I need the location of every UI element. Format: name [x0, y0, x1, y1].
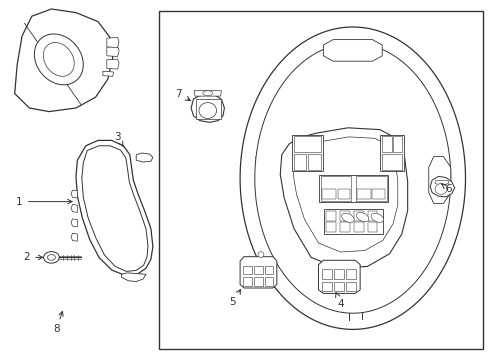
- Bar: [326, 222, 336, 232]
- Polygon shape: [71, 204, 77, 212]
- Bar: [308, 154, 321, 170]
- Bar: [292, 135, 323, 171]
- Bar: [326, 211, 336, 221]
- Bar: [356, 176, 387, 201]
- Bar: [265, 277, 273, 286]
- Bar: [368, 211, 377, 221]
- Text: 8: 8: [53, 311, 63, 334]
- Bar: [254, 266, 263, 274]
- Bar: [382, 154, 402, 170]
- Bar: [346, 269, 356, 279]
- Polygon shape: [318, 260, 360, 293]
- Ellipse shape: [203, 91, 213, 96]
- Polygon shape: [76, 140, 153, 275]
- Ellipse shape: [34, 34, 83, 85]
- Ellipse shape: [371, 213, 384, 222]
- Polygon shape: [15, 9, 113, 112]
- Polygon shape: [107, 37, 119, 48]
- Bar: [265, 266, 273, 274]
- Bar: [243, 266, 252, 274]
- Polygon shape: [136, 153, 153, 162]
- Ellipse shape: [356, 212, 369, 222]
- Polygon shape: [240, 27, 466, 329]
- Bar: [321, 176, 351, 201]
- Polygon shape: [435, 181, 448, 184]
- Bar: [324, 209, 383, 234]
- Polygon shape: [71, 233, 77, 241]
- Text: 3: 3: [114, 132, 123, 147]
- Bar: [346, 282, 356, 291]
- Text: 5: 5: [229, 289, 241, 307]
- Bar: [382, 136, 392, 152]
- Polygon shape: [323, 40, 382, 61]
- Polygon shape: [430, 176, 455, 197]
- Polygon shape: [280, 128, 408, 268]
- Bar: [357, 189, 371, 199]
- Bar: [340, 211, 350, 221]
- Polygon shape: [191, 94, 224, 122]
- Bar: [254, 277, 263, 286]
- Polygon shape: [429, 157, 451, 203]
- Bar: [243, 277, 252, 286]
- Polygon shape: [240, 257, 277, 288]
- Polygon shape: [103, 71, 114, 76]
- Bar: [294, 136, 321, 152]
- Ellipse shape: [435, 184, 447, 194]
- Bar: [196, 99, 221, 119]
- Bar: [380, 135, 404, 171]
- Bar: [322, 282, 332, 291]
- Polygon shape: [107, 59, 119, 69]
- Bar: [294, 154, 306, 170]
- Text: 4: 4: [336, 293, 344, 309]
- Bar: [368, 222, 377, 232]
- Ellipse shape: [43, 42, 74, 76]
- Polygon shape: [107, 46, 119, 57]
- Polygon shape: [71, 190, 77, 198]
- Polygon shape: [255, 43, 451, 313]
- Bar: [334, 269, 344, 279]
- Bar: [340, 222, 350, 232]
- Text: 6: 6: [442, 184, 452, 194]
- Bar: [354, 222, 364, 232]
- Ellipse shape: [258, 252, 264, 257]
- Bar: [372, 189, 385, 199]
- Bar: [393, 136, 402, 152]
- Ellipse shape: [199, 103, 217, 118]
- Polygon shape: [294, 137, 398, 252]
- Bar: [322, 269, 332, 279]
- Text: 7: 7: [175, 89, 190, 100]
- Bar: [334, 282, 344, 291]
- Polygon shape: [71, 219, 77, 227]
- Polygon shape: [82, 146, 148, 271]
- Ellipse shape: [44, 252, 59, 263]
- Ellipse shape: [342, 213, 354, 222]
- Polygon shape: [122, 273, 146, 282]
- Text: 1: 1: [16, 197, 72, 207]
- Bar: [322, 189, 336, 199]
- Bar: [354, 211, 364, 221]
- Bar: [319, 175, 388, 202]
- Bar: [159, 11, 483, 349]
- Polygon shape: [194, 91, 221, 96]
- Text: 2: 2: [24, 252, 43, 262]
- Bar: [338, 189, 350, 199]
- Ellipse shape: [48, 255, 55, 260]
